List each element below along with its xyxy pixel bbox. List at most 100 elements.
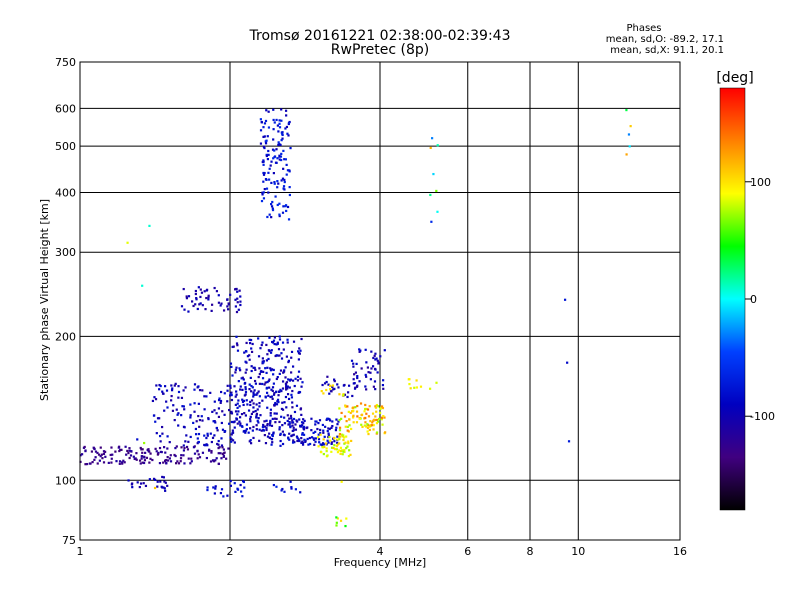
colorbar-tick-label: 0 [750, 293, 757, 306]
data-point [258, 401, 261, 405]
data-point [352, 414, 355, 417]
data-point [196, 442, 199, 445]
data-point [240, 412, 244, 416]
data-point [229, 384, 232, 388]
data-point [262, 171, 265, 175]
data-point [194, 289, 197, 293]
data-point [319, 431, 322, 435]
data-point [288, 421, 291, 424]
data-point [382, 387, 385, 390]
data-point [235, 342, 239, 345]
data-point [217, 439, 220, 443]
data-point [338, 418, 341, 422]
data-point [284, 366, 287, 369]
data-point [298, 418, 301, 421]
data-point [234, 371, 237, 374]
data-point [354, 406, 357, 409]
data-point [174, 454, 177, 458]
data-point [625, 153, 628, 156]
data-point [236, 402, 239, 405]
data-point [269, 395, 272, 399]
data-point [350, 439, 353, 443]
data-point [257, 375, 260, 379]
data-point [234, 410, 238, 413]
data-point [257, 355, 261, 358]
data-point [331, 385, 334, 389]
data-point [257, 390, 260, 393]
data-point [176, 413, 179, 416]
data-point [378, 411, 382, 415]
data-point [286, 341, 289, 344]
data-point [219, 452, 222, 455]
data-point [272, 339, 276, 342]
data-point [214, 421, 217, 424]
data-point [281, 380, 285, 383]
data-point [177, 385, 180, 388]
data-point [355, 385, 359, 388]
data-point [269, 411, 272, 415]
data-point [273, 342, 276, 346]
data-point [139, 446, 142, 450]
data-point [180, 446, 183, 449]
data-point [145, 456, 149, 459]
data-point [171, 387, 174, 390]
data-point [328, 418, 331, 421]
data-point [226, 384, 229, 387]
data-point [96, 451, 99, 455]
data-point [338, 407, 341, 410]
data-point [239, 385, 242, 388]
data-point [272, 382, 275, 385]
data-point [259, 118, 262, 121]
data-point [257, 337, 260, 340]
data-point [130, 450, 133, 453]
data-point [263, 425, 267, 428]
data-point [222, 448, 226, 451]
data-point [161, 392, 165, 395]
data-point [217, 294, 220, 297]
data-point [286, 338, 289, 341]
data-point [230, 420, 234, 424]
data-point [172, 404, 175, 407]
data-point [175, 445, 178, 448]
data-point [272, 157, 275, 160]
data-point [129, 454, 133, 457]
data-point [230, 433, 233, 436]
data-point [231, 439, 235, 442]
data-point [187, 310, 190, 313]
data-point [330, 450, 333, 453]
x-tick-label: 10 [571, 545, 585, 558]
data-point [326, 454, 329, 457]
data-point [160, 425, 164, 429]
data-point [333, 440, 336, 443]
data-point [206, 434, 209, 437]
data-point [234, 490, 237, 493]
data-point [278, 213, 281, 216]
data-point [372, 385, 375, 388]
data-point [180, 454, 183, 457]
data-point [353, 373, 356, 376]
data-point [269, 164, 272, 167]
data-point [323, 435, 326, 438]
data-point [321, 445, 324, 449]
data-point [264, 178, 268, 181]
data-point [94, 450, 98, 453]
data-point [277, 141, 280, 144]
data-point [161, 432, 164, 435]
data-point [331, 384, 335, 387]
data-point [229, 484, 233, 487]
data-point [334, 429, 338, 432]
data-point [352, 378, 355, 381]
data-point [324, 442, 328, 445]
data-point [183, 308, 186, 311]
data-point [314, 440, 317, 443]
data-point [352, 365, 355, 368]
data-point [241, 388, 244, 391]
data-point [321, 423, 324, 427]
data-point [198, 388, 202, 392]
data-point [337, 420, 340, 423]
data-point [293, 384, 296, 388]
data-point [291, 441, 295, 444]
data-point [234, 305, 237, 308]
data-point [274, 401, 277, 405]
data-point [419, 385, 423, 388]
